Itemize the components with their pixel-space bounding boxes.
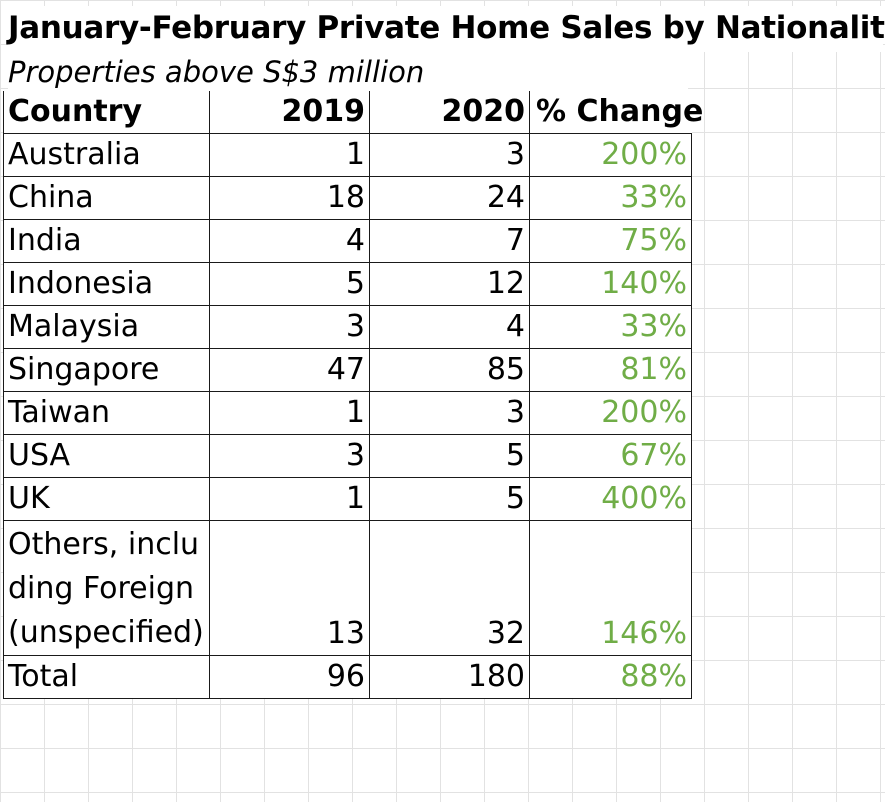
header-2020[interactable]: 2020 xyxy=(369,91,530,134)
cell-2019[interactable]: 3 xyxy=(209,305,370,349)
cell-country[interactable]: Others, including Foreign (unspecified) xyxy=(3,520,210,656)
cell-change[interactable]: 140% xyxy=(529,262,692,306)
table-row: Indonesia 5 12 140% xyxy=(3,262,692,306)
table-row: Others, including Foreign (unspecified) 1… xyxy=(3,520,692,656)
table-body: Australia 1 3 200% China 18 24 33% India 4 7 75% Ind… xyxy=(3,133,692,699)
table-row: China 18 24 33% xyxy=(3,176,692,220)
cell-2019[interactable]: 5 xyxy=(209,262,370,306)
cell-change[interactable]: 81% xyxy=(529,348,692,392)
sales-table: Country 2019 2020 % Change Australia 1 3 20… xyxy=(3,91,703,699)
cell-country[interactable]: USA xyxy=(3,434,210,478)
cell-country[interactable]: UK xyxy=(3,477,210,521)
cell-change[interactable]: 33% xyxy=(529,176,692,220)
cell-2019[interactable]: 4 xyxy=(209,219,370,263)
cell-country[interactable]: China xyxy=(3,176,210,220)
cell-2020[interactable]: 5 xyxy=(369,434,530,478)
header-row: Country 2019 2020 % Change xyxy=(3,91,703,134)
cell-country[interactable]: Taiwan xyxy=(3,391,210,435)
header-country[interactable]: Country xyxy=(3,91,210,134)
cell-country[interactable]: Singapore xyxy=(3,348,210,392)
table-row: Taiwan 1 3 200% xyxy=(3,391,692,435)
cell-change[interactable]: 33% xyxy=(529,305,692,349)
cell-2019[interactable]: 1 xyxy=(209,391,370,435)
cell-2020[interactable]: 7 xyxy=(369,219,530,263)
cell-change[interactable]: 88% xyxy=(529,655,692,699)
cell-2019[interactable]: 13 xyxy=(209,520,370,656)
table-row: Malaysia 3 4 33% xyxy=(3,305,692,349)
cell-2020[interactable]: 12 xyxy=(369,262,530,306)
cell-2020[interactable]: 4 xyxy=(369,305,530,349)
cell-2019[interactable]: 18 xyxy=(209,176,370,220)
cell-country[interactable]: Malaysia xyxy=(3,305,210,349)
table-row: Total 96 180 88% xyxy=(3,655,692,699)
cell-country[interactable]: Total xyxy=(3,655,210,699)
cell-2020[interactable]: 32 xyxy=(369,520,530,656)
cell-change[interactable]: 146% xyxy=(529,520,692,656)
cell-2019[interactable]: 1 xyxy=(209,133,370,177)
cell-change[interactable]: 200% xyxy=(529,391,692,435)
cell-2019[interactable]: 3 xyxy=(209,434,370,478)
cell-2019[interactable]: 96 xyxy=(209,655,370,699)
cell-change[interactable]: 67% xyxy=(529,434,692,478)
cell-2020[interactable]: 180 xyxy=(369,655,530,699)
cell-change[interactable]: 75% xyxy=(529,219,692,263)
cell-2019[interactable]: 1 xyxy=(209,477,370,521)
cell-2020[interactable]: 5 xyxy=(369,477,530,521)
cell-country[interactable]: India xyxy=(3,219,210,263)
table-row: UK 1 5 400% xyxy=(3,477,692,521)
cell-country[interactable]: Indonesia xyxy=(3,262,210,306)
table-row: India 4 7 75% xyxy=(3,219,692,263)
header-2019[interactable]: 2019 xyxy=(209,91,370,134)
header-2020-label: 2020 xyxy=(441,94,526,129)
cell-2020[interactable]: 3 xyxy=(369,133,530,177)
cell-2020[interactable]: 85 xyxy=(369,348,530,392)
header-change[interactable]: % Change xyxy=(529,91,703,134)
table-row: Singapore 47 85 81% xyxy=(3,348,692,392)
table-title: January-February Private Home Sales by N… xyxy=(8,6,885,52)
cell-2019[interactable]: 47 xyxy=(209,348,370,392)
cell-2020[interactable]: 3 xyxy=(369,391,530,435)
table-subtitle: Properties above S$3 million xyxy=(8,52,688,92)
cell-change[interactable]: 400% xyxy=(529,477,692,521)
table-row: Australia 1 3 200% xyxy=(3,133,692,177)
table-row: USA 3 5 67% xyxy=(3,434,692,478)
cell-change[interactable]: 200% xyxy=(529,133,692,177)
cell-2020[interactable]: 24 xyxy=(369,176,530,220)
cell-country[interactable]: Australia xyxy=(3,133,210,177)
